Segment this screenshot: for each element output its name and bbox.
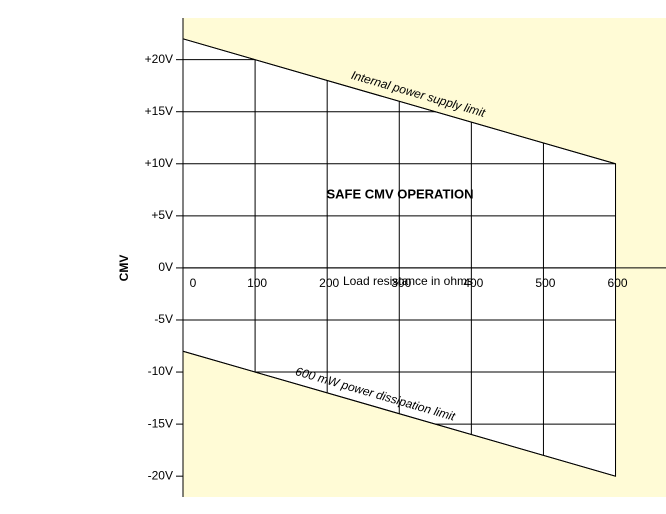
x-tick-label: 500 bbox=[535, 276, 555, 290]
y-tick-label: -15V bbox=[148, 416, 173, 430]
x-tick-label: 600 bbox=[608, 276, 628, 290]
x-tick-label: 100 bbox=[247, 276, 267, 290]
x-tick-label: 400 bbox=[463, 276, 483, 290]
safe-label: SAFE CMV OPERATION bbox=[326, 186, 473, 201]
y-tick-label: 0V bbox=[158, 260, 173, 274]
y-axis-label: CMV bbox=[117, 255, 131, 282]
y-tick-label: +15V bbox=[145, 104, 173, 118]
limit-line bbox=[182, 38, 616, 165]
x-axis-label: Load resistance in ohms bbox=[343, 274, 473, 288]
y-tick-label: +20V bbox=[145, 52, 173, 66]
limit-line bbox=[182, 350, 616, 477]
y-tick-label: -20V bbox=[148, 468, 173, 482]
x-tick-label: 200 bbox=[319, 276, 339, 290]
x-tick-label: 300 bbox=[391, 276, 411, 290]
x-tick-label: 0 bbox=[190, 276, 197, 290]
y-tick-label: -5V bbox=[154, 312, 173, 326]
y-tick-label: -10V bbox=[148, 364, 173, 378]
y-tick-label: +10V bbox=[145, 156, 173, 170]
y-tick-label: +5V bbox=[151, 208, 173, 222]
